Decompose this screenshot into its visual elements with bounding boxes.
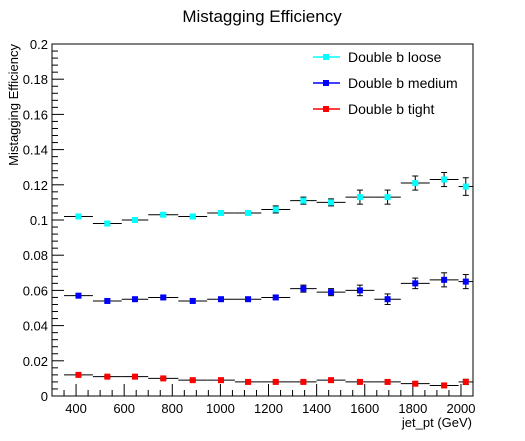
y-tick-label: 0.2	[30, 37, 48, 52]
series-3	[64, 371, 473, 389]
data-point	[462, 183, 469, 190]
data-point	[218, 209, 225, 216]
x-axis-label: jet_pt (GeV)	[401, 415, 472, 430]
data-point	[384, 378, 391, 385]
data-point	[300, 285, 307, 292]
legend: Double b loose Double b medium Double b ti…	[313, 49, 458, 117]
legend-label: Double b loose	[348, 49, 442, 65]
x-tick-label: 600	[113, 401, 135, 416]
data-point	[160, 211, 167, 218]
y-tick-label: 0.14	[23, 143, 48, 158]
data-point	[218, 377, 225, 384]
data-point	[104, 220, 111, 227]
data-point	[328, 199, 335, 206]
data-point	[356, 287, 363, 294]
y-tick-label: 0.18	[23, 72, 48, 87]
data-point	[441, 176, 448, 183]
data-point	[441, 382, 448, 389]
data-point	[75, 213, 82, 220]
series-1	[64, 171, 473, 227]
x-tick-label: 1800	[398, 401, 427, 416]
data-point	[462, 278, 469, 285]
legend-item: Double b medium	[313, 75, 458, 91]
data-point	[412, 380, 419, 387]
data-point	[300, 197, 307, 204]
legend-label: Double b medium	[348, 75, 458, 91]
data-point	[104, 297, 111, 304]
chart-title: Mistagging Efficiency	[182, 7, 342, 26]
legend-item: Double b loose	[313, 49, 442, 65]
x-tick-label: 1600	[350, 401, 379, 416]
y-tick-label: 0.08	[23, 248, 48, 263]
x-tick-label: 1400	[302, 401, 331, 416]
legend-item: Double b tight	[313, 101, 435, 117]
data-point	[356, 378, 363, 385]
data-point	[189, 297, 196, 304]
legend-label: Double b tight	[348, 101, 435, 117]
legend-marker	[323, 54, 329, 60]
y-tick-label: 0	[41, 389, 48, 404]
data-point	[245, 209, 252, 216]
data-point	[131, 373, 138, 380]
x-tick-label: 1200	[254, 401, 283, 416]
data-point	[328, 377, 335, 384]
data-point	[189, 377, 196, 384]
legend-marker	[323, 80, 329, 86]
y-tick-label: 0.04	[23, 319, 48, 334]
data-point	[218, 296, 225, 303]
data-point	[189, 213, 196, 220]
data-point	[75, 292, 82, 299]
data-point	[412, 180, 419, 187]
data-point	[384, 296, 391, 303]
y-tick-label: 0.12	[23, 178, 48, 193]
legend-marker	[323, 106, 329, 112]
data-point	[131, 217, 138, 223]
data-point	[272, 206, 279, 213]
data-point	[160, 294, 167, 301]
data-point	[160, 375, 167, 382]
data-point	[245, 296, 252, 303]
data-point	[441, 276, 448, 283]
data-point	[104, 373, 111, 380]
y-tick-label: 0.06	[23, 283, 48, 298]
y-tick-label: 0.1	[30, 213, 48, 228]
x-tick-label: 400	[65, 401, 87, 416]
y-axis-label: Mistagging Efficiency	[6, 44, 21, 166]
data-point	[245, 378, 252, 385]
x-tick-label: 800	[161, 401, 183, 416]
x-tick-label: 2000	[447, 401, 476, 416]
data-point	[356, 194, 363, 201]
y-tick-label: 0.02	[23, 354, 48, 369]
data-point	[272, 294, 279, 301]
x-tick-label: 1000	[206, 401, 235, 416]
data-point	[384, 194, 391, 201]
data-point	[300, 378, 307, 385]
data-point	[272, 378, 279, 385]
data-point	[131, 296, 138, 303]
data-point	[328, 289, 335, 296]
y-tick-label: 0.16	[23, 107, 48, 122]
data-point	[412, 280, 419, 287]
data-point	[75, 371, 82, 378]
data-point	[462, 378, 469, 385]
series-2	[64, 272, 473, 305]
